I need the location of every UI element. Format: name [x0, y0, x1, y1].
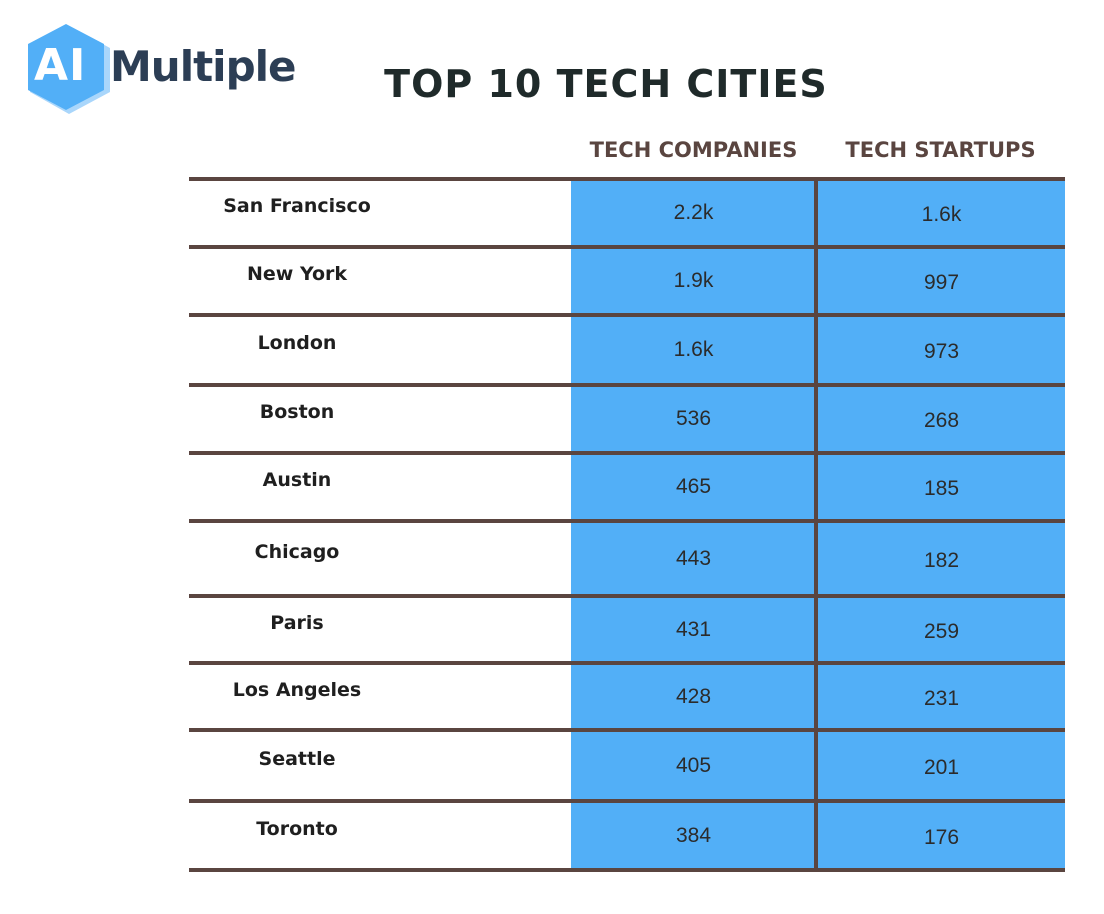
logo-mark: AI — [34, 40, 87, 91]
column-header-startups: TECH STARTUPS — [845, 138, 1036, 162]
row-city-label: Los Angeles — [232, 678, 362, 701]
row-rule — [189, 868, 1065, 872]
value-column-fill — [571, 179, 1065, 872]
row-companies-value: 431 — [675, 617, 712, 641]
data-table: San Francisco 2.2k 1.6k New York 1.9k 997 Lond… — [189, 0, 1065, 914]
row-companies-value: 428 — [675, 684, 712, 708]
row-rule — [189, 728, 1065, 732]
chart-title: TOP 10 TECH CITIES — [384, 62, 828, 106]
row-startups-value: 973 — [923, 340, 960, 363]
row-rule — [189, 451, 1065, 455]
row-startups-value: 268 — [923, 409, 960, 432]
row-companies-value: 443 — [675, 546, 712, 570]
row-rule — [189, 519, 1065, 523]
hexagon-logo-icon — [28, 24, 110, 114]
row-companies-value: 536 — [675, 407, 712, 430]
row-rule — [189, 383, 1065, 387]
column-divider — [814, 179, 818, 872]
logo-word: Multiple — [110, 42, 297, 91]
row-startups-value: 185 — [923, 477, 960, 500]
row-companies-value: 1.6k — [673, 338, 714, 361]
row-city-label: Toronto — [256, 817, 338, 840]
row-city-label: San Francisco — [223, 195, 371, 217]
row-city-label: Paris — [270, 611, 324, 634]
row-city-label: New York — [246, 263, 348, 285]
row-city-label: Seattle — [258, 747, 336, 770]
row-startups-value: 1.6k — [921, 203, 962, 226]
row-city-label: London — [257, 332, 337, 354]
row-startups-value: 997 — [923, 271, 960, 294]
row-startups-value: 201 — [923, 755, 960, 779]
row-startups-value: 259 — [923, 619, 960, 643]
row-companies-value: 465 — [675, 475, 712, 498]
row-rule — [189, 177, 1065, 181]
row-rule — [189, 313, 1065, 317]
row-rule — [189, 661, 1065, 665]
row-companies-value: 384 — [675, 823, 712, 847]
row-startups-value: 182 — [923, 548, 960, 572]
row-rule — [189, 594, 1065, 598]
row-rule — [189, 799, 1065, 803]
row-city-label: Austin — [262, 469, 332, 491]
row-companies-value: 1.9k — [673, 269, 714, 292]
row-city-label: Boston — [259, 401, 335, 423]
row-startups-value: 231 — [923, 686, 960, 710]
row-companies-value: 405 — [675, 753, 712, 777]
row-city-label: Chicago — [254, 540, 340, 563]
column-header-companies: TECH COMPANIES — [589, 138, 798, 162]
row-startups-value: 176 — [923, 825, 960, 849]
logo: AI Multiple — [22, 22, 297, 118]
row-companies-value: 2.2k — [673, 201, 714, 224]
row-rule — [189, 245, 1065, 249]
